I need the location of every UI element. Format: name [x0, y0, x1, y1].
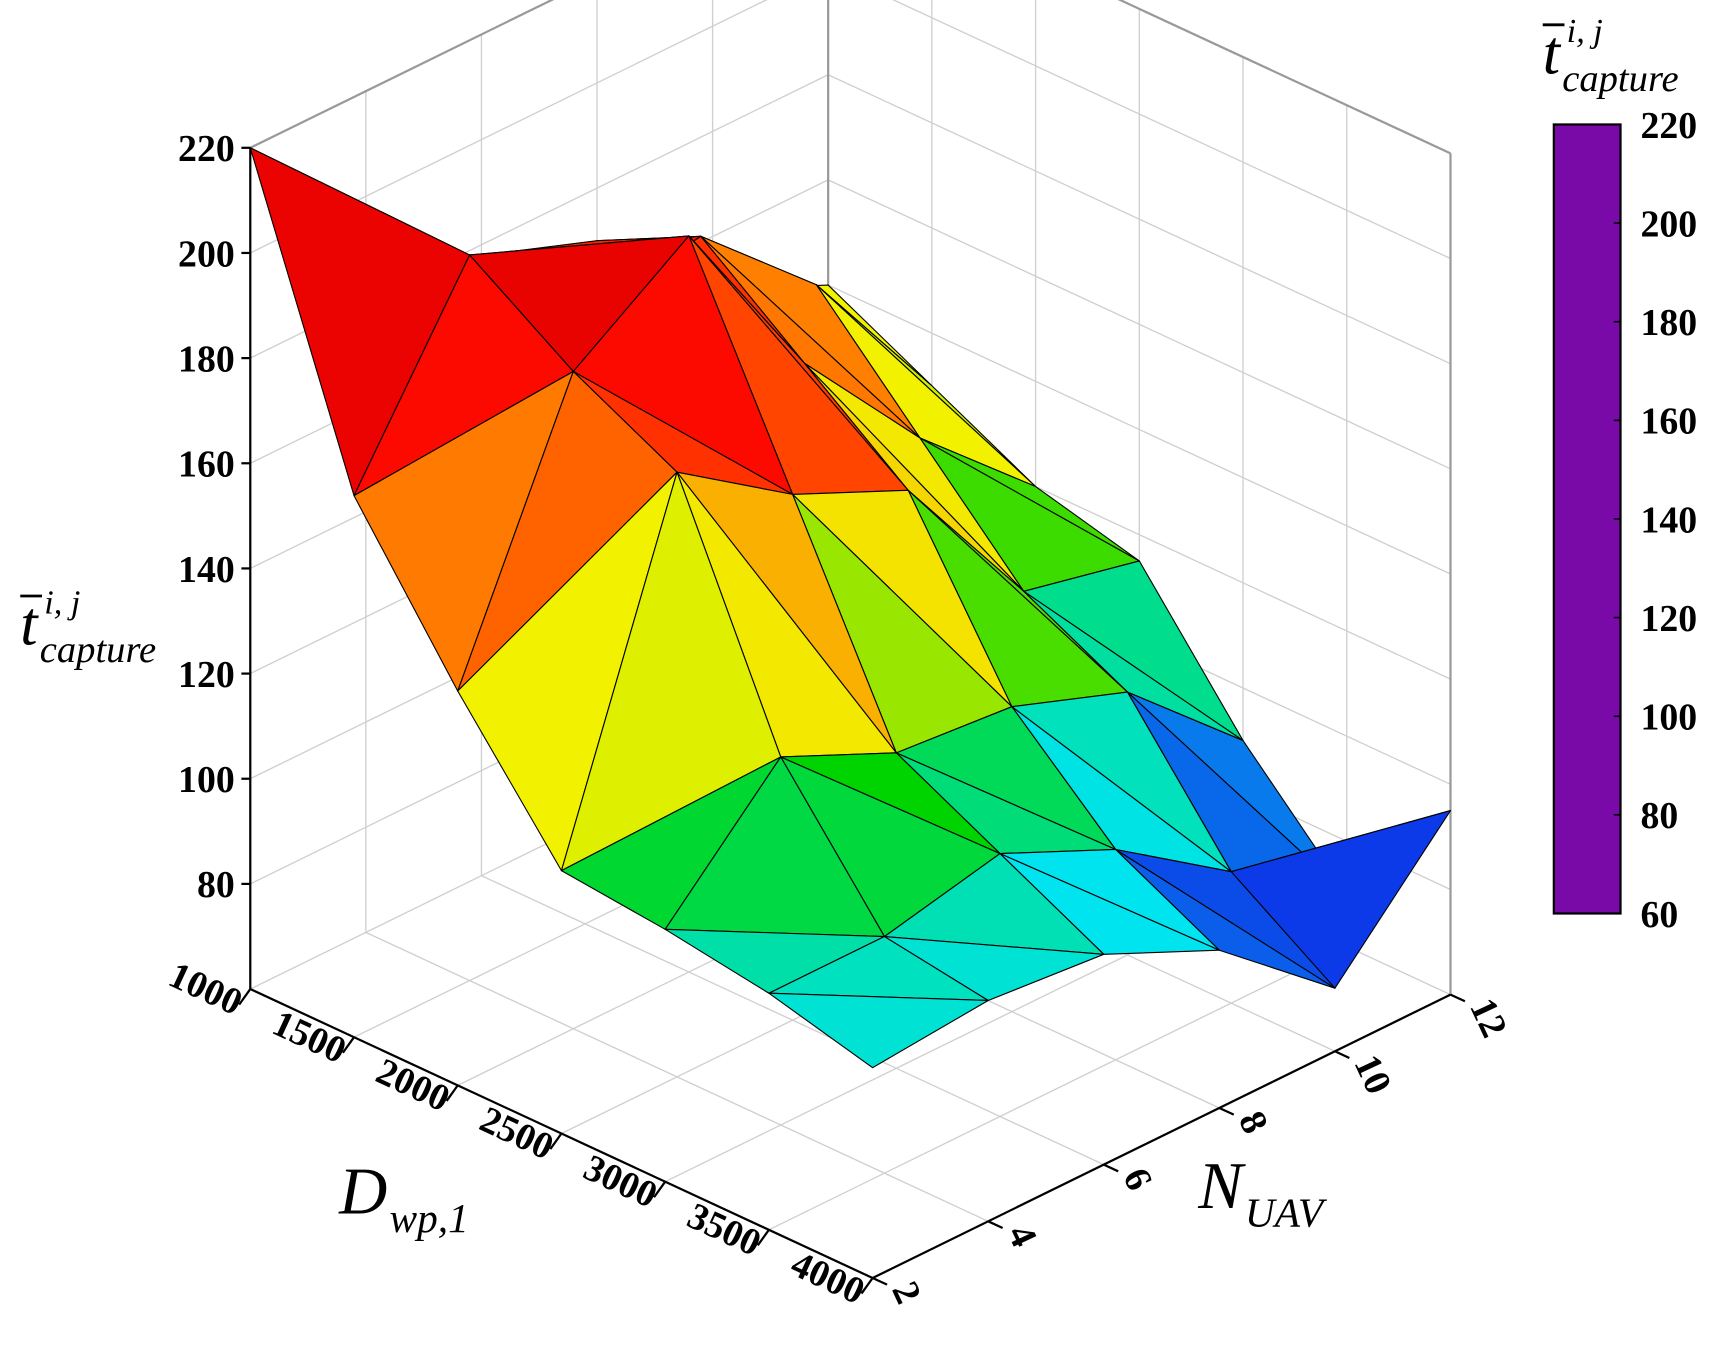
tick-mark: [756, 1229, 770, 1247]
x-tick-label: 1500: [266, 1002, 352, 1072]
x-tick-label: 3500: [681, 1195, 767, 1265]
tick-mark: [653, 1181, 667, 1198]
z-tick-label: 140: [178, 549, 235, 591]
colorbar-tick-label: 220: [1641, 105, 1698, 147]
y-tick-label: 6: [1114, 1162, 1160, 1197]
grid-line: [827, 74, 1451, 365]
axis-edge: [872, 993, 1451, 1279]
colorbar: [1552, 123, 1622, 915]
tick-mark: [1218, 1106, 1235, 1116]
colorbar-tick-label: 140: [1641, 499, 1698, 541]
z-tick-label: 80: [197, 864, 235, 906]
y-axis-label-sub: UAV: [1245, 1190, 1328, 1236]
x-tick-label: 1000: [162, 954, 248, 1024]
z-tick-label: 120: [178, 654, 235, 696]
grid-line: [892, 0, 1451, 260]
y-tick-label: 2: [883, 1275, 929, 1310]
z-tick-label: 220: [178, 128, 235, 170]
z-tick-label: 100: [178, 759, 235, 801]
tick-mark: [860, 1277, 874, 1295]
x-tick-label: 2500: [474, 1098, 560, 1168]
colorbar-tick-label: 180: [1641, 302, 1698, 344]
colorbar-tick-label: 120: [1641, 598, 1698, 640]
grid-line: [827, 284, 1451, 575]
axis-edge: [1117, 0, 1451, 155]
tick-mark: [549, 1132, 563, 1150]
colorbar-tick-label: 80: [1641, 795, 1679, 837]
z-axis-label-base: t: [20, 591, 39, 659]
z-axis-label-sup: i, j: [44, 584, 80, 621]
grid-line: [365, 931, 989, 1222]
y-tick-label: 4: [999, 1218, 1045, 1253]
surface-facet: [768, 992, 989, 1069]
tick-mark: [987, 1220, 1004, 1229]
tick-mark: [445, 1084, 459, 1102]
y-tick-label: 12: [1461, 992, 1515, 1044]
x-axis-label-base: D: [338, 1156, 387, 1229]
z-axis-label-sub: capture: [40, 629, 156, 671]
x-tick-label: 2000: [370, 1050, 456, 1120]
y-tick-label: 8: [1230, 1105, 1276, 1140]
colorbar-tick-label: 200: [1641, 203, 1698, 245]
z-tick-label: 180: [178, 338, 235, 380]
x-tick-label: 3000: [577, 1147, 663, 1217]
tick-mark: [341, 1036, 355, 1054]
colorbar-tick-label: 100: [1641, 697, 1698, 739]
tick-mark: [1450, 993, 1466, 1003]
grid-line: [481, 875, 1105, 1166]
grid-line: [768, 945, 1348, 1231]
tick-mark: [238, 988, 252, 1006]
tick-mark: [872, 1276, 888, 1286]
y-tick-label: 10: [1346, 1048, 1400, 1100]
x-axis-label-sub: wp,1: [390, 1195, 469, 1241]
axis-edge: [249, 0, 555, 149]
colorbar-label-sup: i, j: [1567, 13, 1603, 50]
grid-line: [827, 179, 1451, 470]
x-tick-label: 4000: [785, 1243, 871, 1313]
tick-mark: [1103, 1163, 1119, 1173]
colorbar-label-base: t: [1543, 19, 1562, 87]
grid-line: [249, 0, 554, 149]
z-tick-label: 200: [178, 233, 235, 275]
colorbar-tick-label: 60: [1641, 894, 1679, 936]
tick-mark: [1334, 1050, 1350, 1059]
y-axis-label-base: N: [1197, 1150, 1246, 1223]
colorbar-label-sub: capture: [1562, 58, 1678, 100]
z-tick-label: 160: [178, 444, 235, 486]
colorbar-tick-label: 160: [1641, 401, 1698, 443]
